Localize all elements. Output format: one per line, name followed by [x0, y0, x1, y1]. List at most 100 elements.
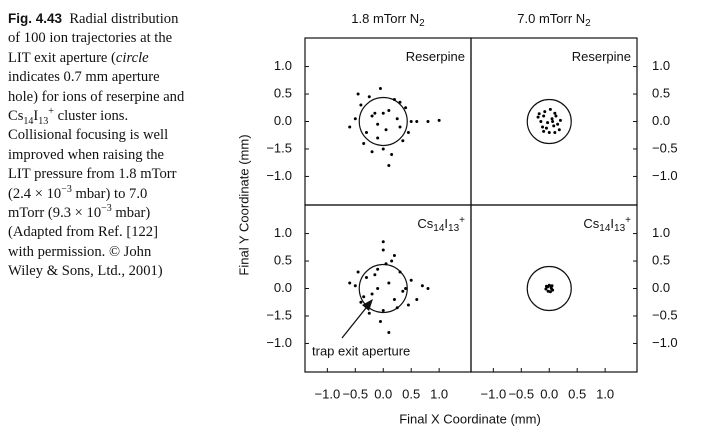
- text-part: 1.8 mTorr N: [351, 11, 419, 26]
- trajectory-point: [553, 130, 557, 134]
- trajectory-point: [381, 240, 385, 244]
- text-part: Reserpine: [406, 49, 465, 64]
- caption-text: of 100 ion trajectories at the: [8, 30, 173, 47]
- y-tick-label: 0.5: [274, 252, 292, 267]
- x-tick-label: −0.5: [342, 386, 368, 401]
- trajectory-point: [356, 92, 360, 96]
- text-part: 14: [433, 223, 445, 234]
- y-tick-label: 1.0: [274, 58, 292, 73]
- annotation-box: [307, 340, 431, 364]
- trajectory-point: [376, 136, 380, 140]
- caption-line: of 100 ion trajectories at the: [8, 29, 223, 48]
- trajectory-point: [376, 287, 380, 290]
- trajectory-point: [378, 319, 382, 323]
- column-title: 1.8 mTorr N2: [351, 11, 425, 28]
- caption-text: (2.4 × 10: [8, 185, 62, 202]
- trajectory-point: [376, 122, 380, 126]
- x-tick-label: 1.0: [596, 386, 614, 401]
- caption-text: Radial distribution: [69, 11, 179, 27]
- figure-label: Fig. 4.43: [8, 11, 63, 26]
- caption-line: Collisional focusing is well: [8, 126, 223, 145]
- trajectory-point: [370, 292, 374, 296]
- caption-text: (Adapted from Ref. [122]: [8, 224, 158, 241]
- trajectory-point: [420, 284, 424, 288]
- trajectory-point: [367, 95, 371, 99]
- caption-text: cluster ions.: [53, 108, 129, 125]
- trajectory-point: [437, 118, 441, 122]
- caption-text: Collisional focusing is well: [8, 127, 169, 144]
- trajectory-point: [406, 130, 410, 134]
- aperture-circle: [358, 263, 408, 314]
- trajectory-point: [537, 112, 541, 116]
- text-part: +: [459, 215, 465, 226]
- y-tick-label: 0.0: [652, 113, 670, 128]
- caption-text: 13: [38, 115, 49, 127]
- trajectory-point: [392, 254, 396, 258]
- y-tick-label: −1.0: [652, 335, 678, 350]
- trajectory-point: [426, 120, 430, 123]
- y-tick-label: −1.0: [266, 335, 292, 350]
- x-tick-label: 0.5: [402, 386, 420, 401]
- trajectory-point: [359, 300, 363, 304]
- trajectory-point: [353, 117, 357, 121]
- text-part: Cs: [583, 216, 599, 231]
- trajectory-point: [348, 125, 352, 129]
- caption-line: LIT pressure from 1.8 mTorr: [8, 165, 223, 184]
- caption-line: Fig. 4.43 Radial distribution: [8, 9, 223, 29]
- trajectory-point: [406, 303, 410, 307]
- annotation: trap exit aperture: [312, 343, 410, 358]
- y-tick-label: 1.0: [652, 225, 670, 240]
- trajectory-point: [392, 98, 396, 102]
- trajectory-point: [539, 120, 543, 123]
- panel-label: Reserpine: [572, 49, 631, 64]
- text-part: 14: [599, 223, 611, 234]
- trajectory-point: [348, 281, 352, 285]
- trajectory-point: [387, 163, 391, 167]
- caption-line: hole) for ions of reserpine and: [8, 88, 223, 107]
- text-part: 2: [419, 18, 425, 29]
- y-tick-label: 1.0: [652, 58, 670, 73]
- caption-text: LIT exit aperture (: [8, 49, 116, 66]
- caption-line: indicates 0.7 mm aperture: [8, 68, 223, 87]
- trajectory-point: [401, 139, 405, 143]
- x-axis-label: Final X Coordinate (mm): [399, 411, 541, 426]
- y-tick-label: −1.5: [266, 307, 292, 322]
- trajectory-point: [364, 276, 368, 280]
- x-tick-label: 0.0: [540, 386, 558, 401]
- trajectory-point: [353, 284, 357, 288]
- trajectory-point: [370, 150, 374, 154]
- trajectory-point: [541, 125, 545, 129]
- caption-text: I: [33, 108, 39, 125]
- caption-line: improved when raising the: [8, 146, 223, 165]
- trajectory-point: [398, 270, 402, 274]
- trajectory-point: [404, 287, 408, 290]
- trajectory-point: [415, 297, 419, 301]
- trajectory-point: [415, 120, 419, 123]
- trajectory-point: [426, 287, 430, 290]
- text-part: I: [610, 216, 614, 231]
- y-tick-label: 0.5: [274, 85, 292, 100]
- y-tick-label: 1.0: [274, 225, 292, 240]
- trajectory-point: [364, 130, 368, 134]
- trajectory-point: [558, 118, 562, 122]
- trajectory-point: [370, 114, 374, 118]
- caption-text: indicates 0.7 mm aperture: [8, 69, 160, 86]
- trajectory-point: [387, 330, 391, 334]
- trajectory-point: [554, 114, 558, 118]
- trajectory-point: [547, 130, 551, 134]
- text-part: +: [625, 215, 631, 226]
- trajectory-point: [381, 111, 385, 115]
- trajectory-point: [378, 87, 382, 91]
- y-tick-label: 0.5: [652, 252, 670, 267]
- text-part: 13: [448, 223, 460, 234]
- y-tick-label: 0.0: [274, 280, 292, 295]
- trajectory-point: [409, 120, 413, 123]
- y-tick-label: −0.5: [652, 307, 678, 322]
- trajectory-point: [550, 117, 554, 121]
- trajectory-point: [362, 295, 366, 299]
- trajectory-point: [387, 281, 391, 285]
- text-part: Cs: [417, 216, 433, 231]
- trajectory-point: [376, 267, 380, 271]
- trajectory-point: [553, 111, 557, 115]
